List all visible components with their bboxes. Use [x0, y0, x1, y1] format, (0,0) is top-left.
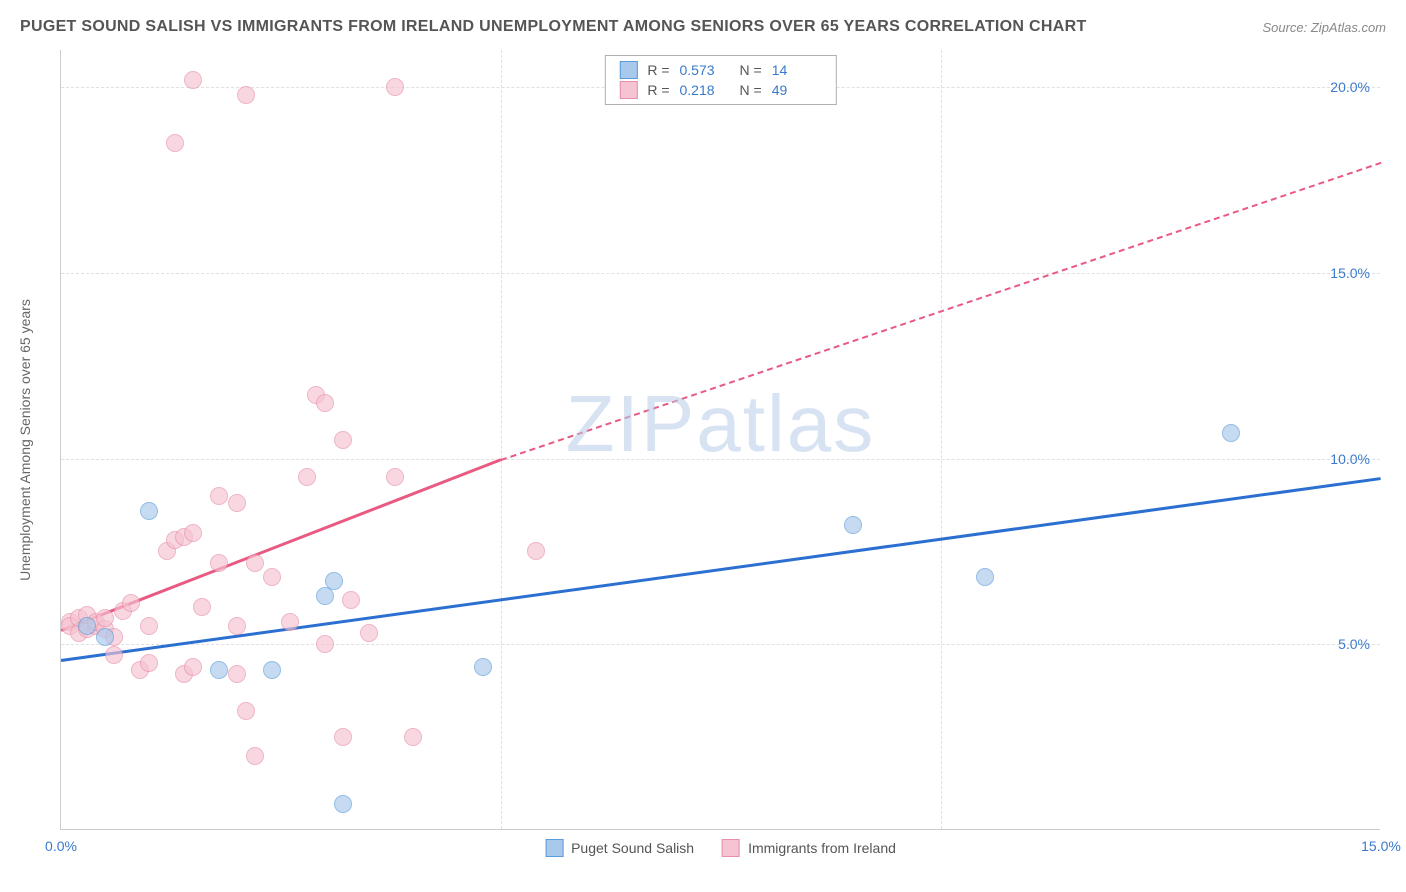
y-axis-label: Unemployment Among Seniors over 65 years: [17, 299, 33, 581]
legend-item: Puget Sound Salish: [545, 839, 694, 857]
scatter-point-series1: [96, 628, 114, 646]
scatter-point-series2: [228, 494, 246, 512]
legend-stats-row: R = 0.573 N = 14: [619, 60, 821, 80]
stat-r-value: 0.218: [680, 82, 730, 98]
scatter-point-series2: [386, 468, 404, 486]
legend-stats-row: R = 0.218 N = 49: [619, 80, 821, 100]
scatter-point-series2: [527, 542, 545, 560]
scatter-point-series2: [140, 617, 158, 635]
scatter-point-series2: [281, 613, 299, 631]
scatter-point-series1: [263, 661, 281, 679]
scatter-point-series1: [325, 572, 343, 590]
scatter-point-series1: [140, 502, 158, 520]
scatter-point-series2: [386, 78, 404, 96]
scatter-point-series2: [96, 609, 114, 627]
gridline-h: [61, 459, 1380, 460]
scatter-point-series2: [316, 394, 334, 412]
scatter-point-series2: [316, 635, 334, 653]
scatter-point-series2: [298, 468, 316, 486]
scatter-point-series2: [193, 598, 211, 616]
scatter-point-series2: [166, 134, 184, 152]
scatter-point-series1: [474, 658, 492, 676]
scatter-point-series2: [246, 747, 264, 765]
scatter-point-series2: [342, 591, 360, 609]
legend-swatch: [619, 61, 637, 79]
legend-swatch: [722, 839, 740, 857]
legend-stats-box: R = 0.573 N = 14 R = 0.218 N = 49: [604, 55, 836, 105]
legend-label: Immigrants from Ireland: [748, 840, 896, 856]
stat-r-label: R =: [647, 62, 669, 78]
scatter-point-series2: [184, 524, 202, 542]
chart-header: PUGET SOUND SALISH VS IMMIGRANTS FROM IR…: [20, 18, 1386, 36]
scatter-point-series2: [140, 654, 158, 672]
plot-region: ZIPatlas 5.0%10.0%15.0%20.0%0.0%15.0%R =…: [60, 50, 1380, 830]
scatter-point-series1: [1222, 424, 1240, 442]
stat-n-label: N =: [740, 82, 762, 98]
scatter-point-series2: [360, 624, 378, 642]
stat-n-label: N =: [740, 62, 762, 78]
gridline-v: [941, 50, 942, 829]
scatter-point-series2: [334, 431, 352, 449]
scatter-point-series2: [263, 568, 281, 586]
scatter-point-series1: [210, 661, 228, 679]
stat-r-label: R =: [647, 82, 669, 98]
scatter-point-series1: [334, 795, 352, 813]
chart-area: Unemployment Among Seniors over 65 years…: [60, 50, 1380, 830]
x-tick-label: 15.0%: [1361, 838, 1401, 854]
scatter-point-series2: [105, 646, 123, 664]
legend-swatch: [619, 81, 637, 99]
stat-n-value: 49: [772, 82, 822, 98]
scatter-point-series2: [237, 702, 255, 720]
scatter-point-series1: [976, 568, 994, 586]
scatter-point-series2: [184, 71, 202, 89]
legend-item: Immigrants from Ireland: [722, 839, 896, 857]
y-tick-label: 10.0%: [1330, 451, 1370, 467]
y-tick-label: 15.0%: [1330, 265, 1370, 281]
scatter-point-series2: [404, 728, 422, 746]
scatter-point-series1: [844, 516, 862, 534]
gridline-h: [61, 273, 1380, 274]
scatter-point-series2: [184, 658, 202, 676]
legend-bottom: Puget Sound Salish Immigrants from Irelan…: [545, 839, 896, 857]
stat-n-value: 14: [772, 62, 822, 78]
scatter-point-series1: [78, 617, 96, 635]
scatter-point-series2: [334, 728, 352, 746]
scatter-point-series2: [237, 86, 255, 104]
stat-r-value: 0.573: [680, 62, 730, 78]
y-tick-label: 20.0%: [1330, 79, 1370, 95]
scatter-point-series2: [122, 594, 140, 612]
x-tick-label: 0.0%: [45, 838, 77, 854]
scatter-point-series2: [246, 554, 264, 572]
y-tick-label: 5.0%: [1338, 636, 1370, 652]
watermark: ZIPatlas: [566, 378, 875, 470]
chart-title: PUGET SOUND SALISH VS IMMIGRANTS FROM IR…: [20, 18, 1087, 36]
scatter-point-series2: [228, 617, 246, 635]
scatter-point-series2: [228, 665, 246, 683]
chart-source: Source: ZipAtlas.com: [1262, 20, 1386, 35]
gridline-h: [61, 644, 1380, 645]
legend-swatch: [545, 839, 563, 857]
scatter-point-series2: [210, 487, 228, 505]
legend-label: Puget Sound Salish: [571, 840, 694, 856]
gridline-v: [501, 50, 502, 829]
scatter-point-series2: [210, 554, 228, 572]
